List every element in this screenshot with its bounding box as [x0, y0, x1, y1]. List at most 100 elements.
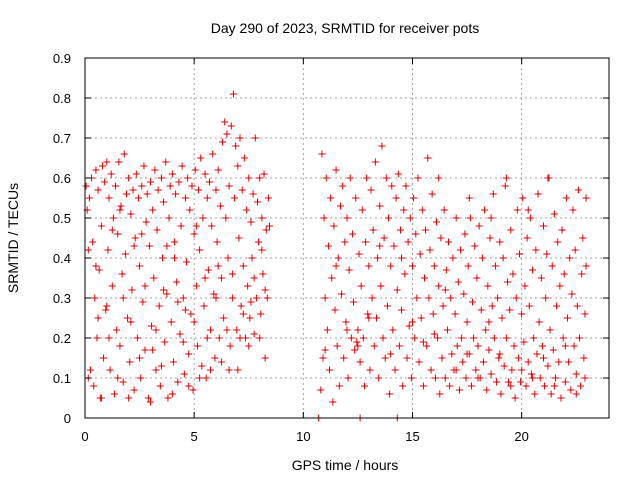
data-point	[446, 382, 454, 390]
data-point	[152, 326, 160, 334]
data-point	[565, 358, 573, 366]
data-point	[427, 366, 435, 374]
data-point	[263, 294, 271, 302]
data-point	[153, 226, 161, 234]
data-point	[435, 174, 443, 182]
data-point	[257, 310, 265, 318]
data-point	[367, 186, 375, 194]
data-point	[208, 222, 216, 230]
data-point	[149, 206, 157, 214]
data-point	[162, 158, 170, 166]
data-point	[150, 274, 158, 282]
data-point	[453, 342, 461, 350]
data-point	[173, 278, 181, 286]
data-point	[142, 218, 150, 226]
data-point	[396, 226, 404, 234]
y-tick-label: 0.8	[53, 91, 71, 106]
data-point	[321, 294, 329, 302]
data-point	[527, 370, 535, 378]
data-point	[232, 142, 240, 150]
data-point	[443, 326, 451, 334]
data-point	[400, 206, 408, 214]
data-point	[212, 294, 220, 302]
data-point	[351, 346, 359, 354]
data-point	[201, 274, 209, 282]
data-point	[188, 182, 196, 190]
data-point	[324, 242, 332, 250]
data-point	[326, 366, 334, 374]
data-point	[581, 310, 589, 318]
data-point	[409, 318, 416, 326]
y-axis-label: SRMTID / TECUs	[5, 183, 21, 293]
data-point	[151, 166, 159, 174]
data-point	[536, 374, 544, 382]
data-point	[94, 186, 102, 194]
data-point	[171, 254, 179, 262]
data-point	[431, 374, 439, 382]
data-point	[104, 246, 112, 254]
x-tick-label: 20	[514, 429, 528, 444]
data-point	[110, 390, 118, 398]
data-point	[343, 214, 351, 222]
data-point	[540, 354, 547, 362]
data-point	[255, 238, 263, 246]
data-point	[469, 298, 477, 306]
data-point	[251, 134, 259, 142]
data-point	[381, 354, 389, 362]
data-point	[522, 382, 530, 390]
data-point	[541, 382, 549, 390]
data-point	[339, 182, 347, 190]
data-point	[140, 162, 148, 170]
ticks-layer: 0 0.1 0.2 0.3 0.4 0.5 0.6 0.7 0.8 0.9 0 5 10 15 20	[53, 51, 609, 444]
data-point	[424, 154, 432, 162]
data-point	[525, 302, 533, 310]
data-point	[389, 326, 397, 334]
data-point	[510, 342, 518, 350]
data-point	[524, 358, 532, 366]
data-point	[371, 158, 379, 166]
data-point	[472, 366, 480, 374]
data-point	[580, 354, 588, 362]
data-point	[495, 354, 503, 362]
data-point	[566, 254, 574, 262]
data-point	[406, 214, 414, 222]
data-point	[330, 222, 338, 230]
data-point	[387, 350, 395, 358]
data-point	[549, 346, 557, 354]
data-point	[463, 350, 471, 358]
x-tick-label: 0	[81, 429, 88, 444]
data-point	[321, 346, 329, 354]
data-point	[547, 390, 555, 398]
data-point	[377, 282, 385, 290]
data-point	[348, 230, 356, 238]
data-point	[317, 386, 325, 394]
data-point	[136, 354, 144, 362]
data-point	[552, 374, 560, 382]
data-point	[487, 214, 495, 222]
data-point	[395, 342, 403, 350]
data-point	[328, 274, 336, 282]
data-point	[261, 354, 269, 362]
data-point	[515, 250, 523, 258]
data-point	[501, 182, 509, 190]
data-point	[235, 234, 243, 242]
data-point	[86, 366, 94, 374]
data-point	[447, 294, 455, 302]
data-point	[411, 334, 419, 342]
data-point	[489, 190, 497, 198]
data-point	[97, 394, 105, 402]
data-point	[478, 254, 486, 262]
data-point	[92, 262, 100, 270]
data-point	[356, 358, 364, 366]
data-point	[250, 330, 258, 338]
data-point	[207, 326, 215, 334]
data-point	[336, 202, 344, 210]
data-point	[94, 314, 102, 322]
data-point	[168, 170, 176, 178]
data-point	[498, 314, 506, 322]
data-point	[253, 198, 261, 206]
data-point	[429, 310, 437, 318]
data-point	[354, 342, 362, 350]
data-point	[262, 226, 270, 234]
data-point	[156, 382, 164, 390]
